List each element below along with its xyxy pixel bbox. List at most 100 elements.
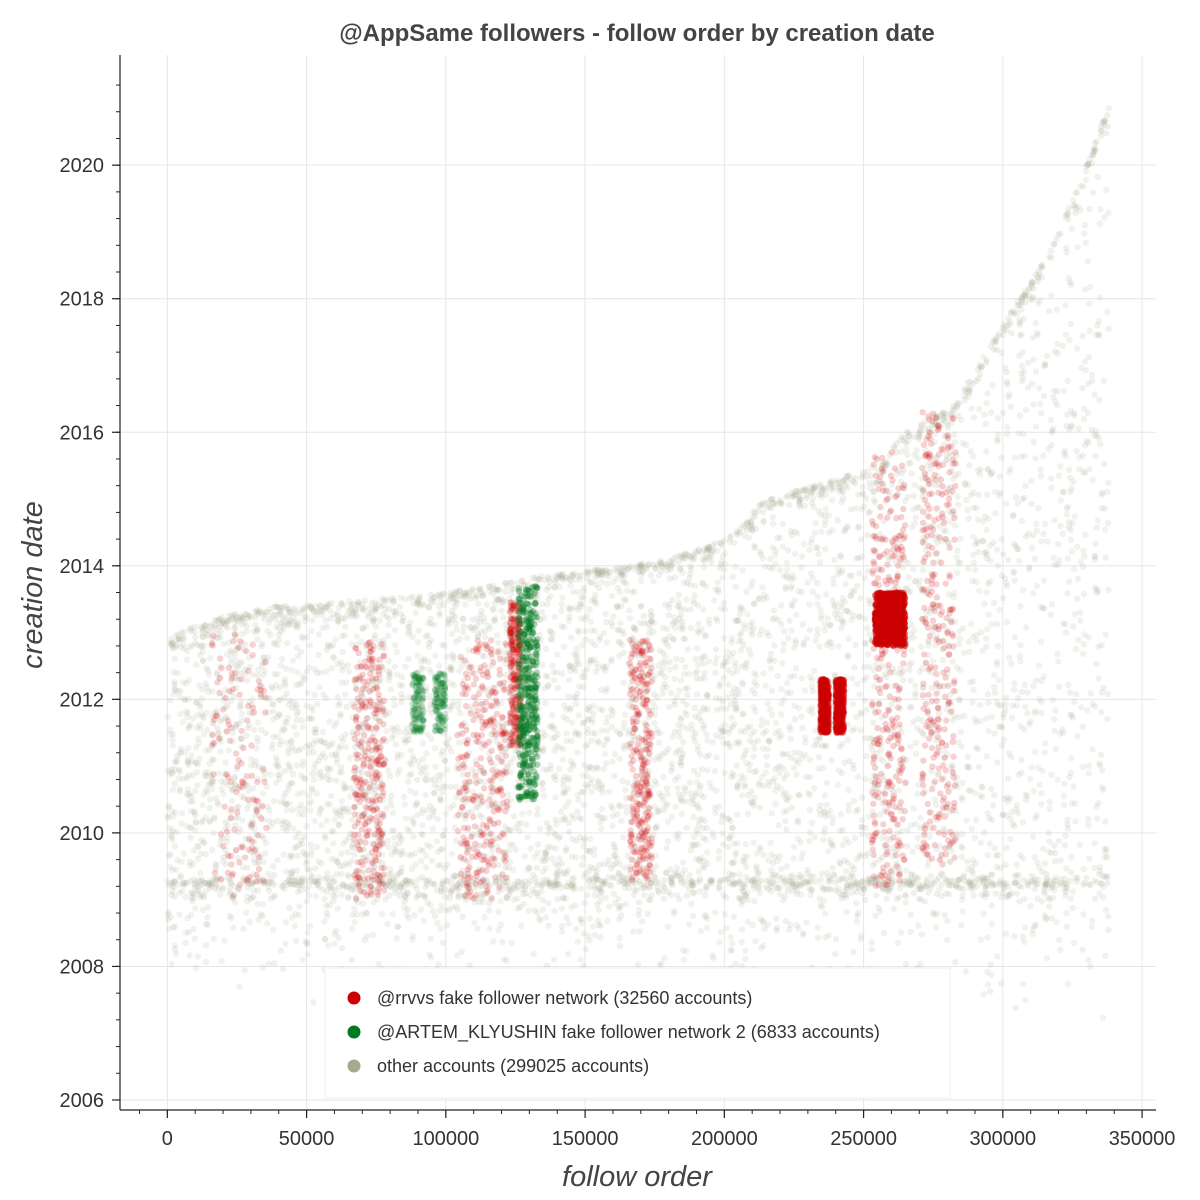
other-account-point — [1000, 327, 1007, 334]
other-account-point — [816, 559, 824, 566]
other-account-point — [1004, 424, 1011, 431]
other-account-point — [893, 895, 900, 903]
other-account-point — [987, 988, 994, 995]
other-account-point — [417, 769, 424, 776]
other-account-point — [1019, 587, 1027, 594]
other-account-point — [715, 586, 722, 593]
other-account-point — [680, 956, 688, 963]
other-account-point — [1051, 727, 1059, 735]
other-account-point — [567, 577, 574, 584]
other-account-point — [692, 655, 699, 663]
other-account-point — [1064, 980, 1071, 988]
other-account-point — [943, 936, 951, 944]
other-account-point — [906, 881, 913, 889]
other-account-point — [617, 639, 624, 646]
other-account-point — [334, 611, 341, 618]
other-account-point — [826, 836, 834, 843]
other-account-point — [820, 809, 828, 816]
other-account-point — [577, 576, 584, 583]
other-account-point — [424, 881, 431, 888]
other-account-point — [528, 722, 535, 730]
other-account-point — [869, 735, 876, 742]
other-account-point — [349, 925, 356, 932]
other-account-point — [210, 756, 217, 763]
other-account-point — [1049, 895, 1057, 902]
other-account-point — [557, 808, 565, 815]
other-account-point — [505, 791, 512, 798]
other-account-point — [1052, 398, 1059, 406]
other-account-point — [849, 873, 857, 880]
other-account-point — [363, 794, 370, 801]
other-account-point — [874, 478, 881, 485]
other-account-point — [979, 793, 986, 801]
other-account-point — [843, 472, 850, 480]
other-account-point — [385, 676, 392, 684]
other-account-point — [266, 605, 273, 612]
other-account-point — [272, 761, 280, 768]
other-account-point — [436, 612, 443, 619]
other-account-point — [209, 846, 216, 854]
other-account-point — [746, 767, 753, 774]
other-account-point — [744, 918, 751, 926]
other-account-point — [520, 582, 527, 589]
other-account-point — [442, 783, 449, 791]
other-account-point — [1036, 385, 1043, 392]
other-account-point — [829, 864, 836, 872]
other-account-point — [1085, 762, 1093, 769]
other-account-point — [938, 410, 945, 417]
other-account-point — [533, 881, 540, 889]
other-account-point — [664, 923, 671, 931]
other-account-point — [551, 613, 558, 620]
other-account-point — [434, 920, 441, 927]
other-account-point — [1063, 884, 1070, 892]
other-account-point — [298, 878, 305, 886]
other-account-point — [458, 948, 466, 955]
other-account-point — [172, 759, 179, 766]
other-account-point — [626, 870, 633, 877]
other-account-point — [561, 773, 568, 781]
other-account-point — [563, 574, 570, 581]
other-account-point — [648, 660, 655, 667]
other-account-point — [986, 578, 994, 585]
other-account-point — [1036, 781, 1043, 788]
other-account-point — [964, 866, 971, 873]
other-account-point — [293, 843, 300, 851]
other-account-point — [1012, 542, 1020, 550]
other-account-point — [1002, 701, 1009, 708]
other-account-point — [720, 674, 728, 682]
other-account-point — [638, 560, 646, 567]
other-account-point — [869, 808, 876, 815]
other-account-point — [811, 667, 818, 674]
other-account-point — [1006, 321, 1013, 328]
other-account-point — [207, 623, 214, 630]
other-account-point — [717, 727, 725, 735]
other-account-point — [1051, 716, 1058, 723]
other-account-point — [410, 821, 418, 828]
other-account-point — [919, 475, 926, 482]
other-account-point — [412, 790, 419, 797]
other-account-point — [720, 661, 728, 668]
other-account-point — [237, 698, 244, 705]
other-account-point — [1093, 524, 1100, 531]
other-account-point — [402, 729, 409, 736]
other-account-point — [206, 655, 214, 662]
other-account-point — [579, 642, 586, 649]
other-account-point — [523, 821, 530, 828]
other-account-point — [700, 704, 707, 711]
other-account-point — [845, 801, 853, 809]
other-account-point — [209, 756, 216, 763]
other-account-point — [1078, 704, 1085, 711]
other-account-point — [578, 788, 585, 795]
other-account-point — [441, 826, 449, 834]
other-account-point — [968, 405, 975, 412]
other-account-point — [272, 754, 280, 761]
other-account-point — [455, 591, 462, 599]
other-account-point — [1066, 774, 1073, 781]
other-account-point — [1040, 392, 1048, 400]
other-account-point — [169, 742, 176, 749]
other-account-point — [759, 555, 767, 562]
other-account-point — [863, 706, 871, 714]
other-account-point — [789, 872, 796, 879]
other-account-point — [291, 922, 298, 930]
other-account-point — [617, 730, 624, 738]
